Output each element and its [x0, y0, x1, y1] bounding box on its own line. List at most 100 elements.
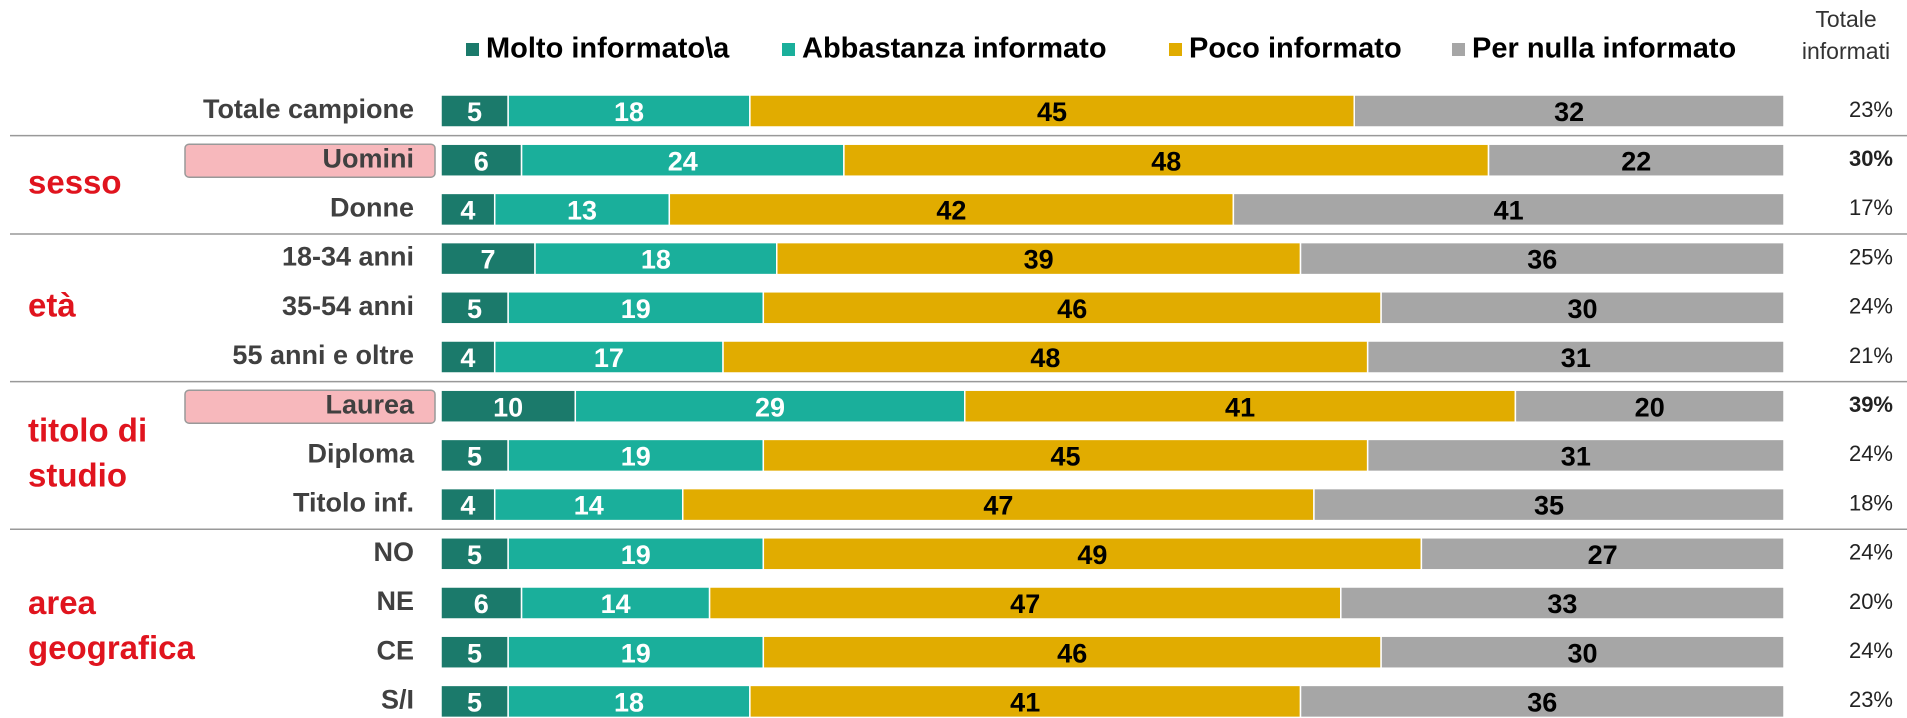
bar-segment	[440, 192, 496, 227]
bar-segment	[1353, 94, 1785, 128]
total-label: 24%	[1849, 540, 1893, 565]
row-label: 35-54 anni	[282, 291, 414, 321]
bar-label: 45	[1050, 442, 1080, 472]
bar-segment	[493, 340, 724, 374]
row-label: NO	[374, 537, 415, 567]
row-label: Donne	[330, 193, 414, 223]
legend-swatch	[1452, 43, 1465, 56]
row-label: 18-34 anni	[282, 242, 414, 272]
bar-segment	[440, 94, 509, 128]
bar-label: 4	[460, 491, 475, 521]
bar-label: 20	[1635, 392, 1665, 422]
totals-header: informati	[1802, 38, 1890, 64]
bar-label: 46	[1057, 294, 1087, 324]
highlight-box	[184, 143, 436, 178]
bar-label: 19	[621, 294, 651, 324]
bar-label: 45	[1037, 97, 1067, 127]
bar-segment	[1232, 192, 1785, 227]
bar-label: 49	[1077, 540, 1107, 570]
legend-label: Molto informato\a	[486, 33, 730, 65]
bar-segment	[440, 291, 509, 325]
bar-label: 41	[1225, 392, 1255, 422]
bar-label: 18	[614, 97, 644, 127]
bar-segment	[507, 94, 751, 128]
bar-label: 17	[594, 343, 624, 373]
total-label: 24%	[1849, 441, 1893, 466]
bar-label: 30	[1568, 294, 1598, 324]
bar-label: 36	[1527, 688, 1557, 718]
total-label: 30%	[1849, 146, 1893, 171]
bar-label: 4	[460, 196, 475, 226]
bar-label: 33	[1547, 589, 1577, 619]
bar-label: 41	[1494, 196, 1524, 226]
bar-segment	[1299, 241, 1785, 276]
bar-segment	[762, 291, 1382, 325]
bar-label: 6	[474, 146, 489, 176]
total-label: 17%	[1849, 195, 1893, 220]
bar-label: 29	[755, 392, 785, 422]
row-label: Titolo inf.	[293, 488, 414, 518]
total-label: 20%	[1849, 589, 1893, 614]
bar-segment	[1366, 438, 1785, 473]
bar-segment	[722, 340, 1369, 374]
bar-label: 5	[467, 540, 482, 570]
group-label: geografica	[28, 629, 196, 666]
bar-segment	[762, 537, 1423, 571]
bar-segment	[1487, 143, 1785, 177]
bar-segment	[440, 635, 509, 669]
legend-label: Abbastanza informato	[802, 33, 1107, 65]
bar-segment	[507, 438, 765, 473]
bar-label: 41	[1010, 688, 1040, 718]
bar-label: 27	[1588, 540, 1618, 570]
highlight-box	[184, 389, 436, 424]
legend-label: Per nulla informato	[1472, 33, 1736, 65]
bar-label: 5	[467, 294, 482, 324]
legend-label: Poco informato	[1189, 33, 1402, 65]
bar-label: 18	[614, 688, 644, 718]
bar-segment	[1380, 635, 1785, 669]
bar-segment	[520, 143, 845, 177]
bar-segment	[534, 241, 778, 276]
bar-segment	[749, 684, 1302, 718]
bar-label: 46	[1057, 638, 1087, 668]
bar-segment	[1299, 684, 1785, 718]
bar-label: 36	[1527, 245, 1557, 275]
bar-label: 24	[668, 146, 698, 176]
total-label: 18%	[1849, 490, 1893, 515]
row-label: NE	[376, 586, 414, 616]
total-label: 23%	[1849, 687, 1893, 712]
bar-segment	[440, 487, 496, 522]
total-label: 23%	[1849, 97, 1893, 122]
bar-label: 5	[467, 638, 482, 668]
bar-label: 10	[493, 392, 523, 422]
bar-label: 4	[460, 343, 475, 373]
row-label: Diploma	[307, 439, 414, 469]
bar-segment	[507, 537, 765, 571]
bar-label: 42	[936, 196, 966, 226]
bar-segment	[1340, 586, 1785, 620]
bar-label: 6	[474, 589, 489, 619]
bar-label: 48	[1151, 146, 1181, 176]
legend-swatch	[466, 43, 479, 56]
bar-segment	[440, 438, 509, 473]
bar-segment	[440, 537, 509, 571]
row-label: 55 anni e oltre	[232, 340, 414, 370]
total-label: 25%	[1849, 244, 1893, 269]
bar-segment	[520, 586, 711, 620]
bar-label: 39	[1024, 245, 1054, 275]
legend-swatch	[1169, 43, 1182, 56]
bar-segment	[964, 389, 1517, 423]
row-label: S/I	[381, 685, 414, 715]
bar-segment	[1313, 487, 1785, 522]
bar-label: 30	[1568, 638, 1598, 668]
bar-label: 47	[1010, 589, 1040, 619]
bar-segment	[668, 192, 1235, 227]
bar-label: 5	[467, 442, 482, 472]
bar-label: 48	[1030, 343, 1060, 373]
bar-segment	[440, 684, 509, 718]
bar-segment	[507, 635, 765, 669]
bar-label: 19	[621, 442, 651, 472]
total-label: 21%	[1849, 343, 1893, 368]
bar-label: 47	[983, 491, 1013, 521]
